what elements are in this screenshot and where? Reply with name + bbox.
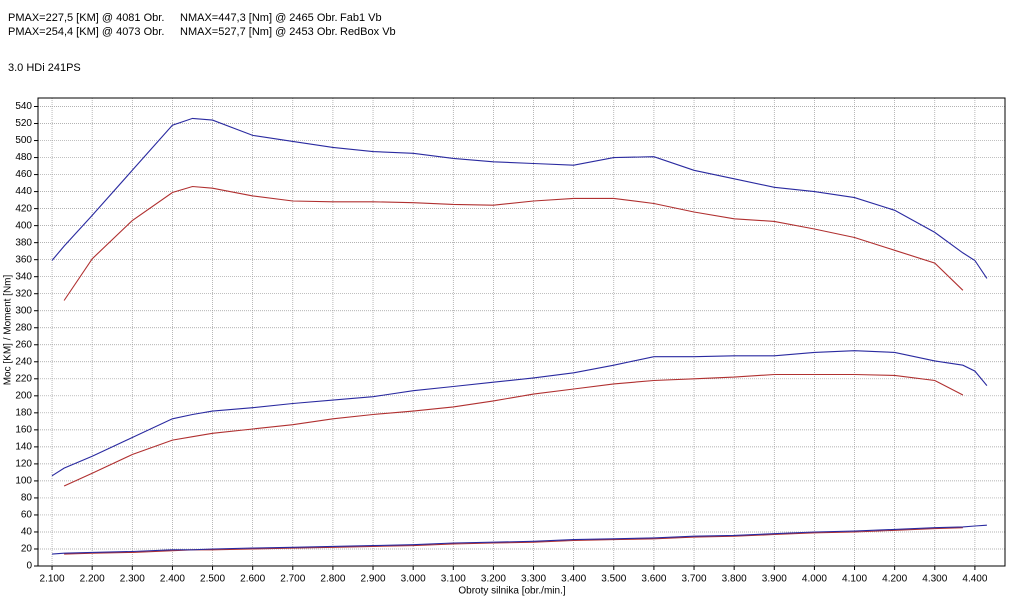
y-tick-label: 520 [15,118,32,129]
x-tick-label: 2.900 [361,574,386,585]
x-tick-label: 3.000 [401,574,426,585]
y-tick-label: 460 [15,169,32,180]
nmax-label: NMAX=447,3 [Nm] @ 2465 Obr. [180,12,338,24]
x-tick-label: 2.400 [160,574,185,585]
y-tick-label: 500 [15,135,32,146]
pmax-label: PMAX=254,4 [KM] @ 4073 Obr. [8,26,164,38]
x-tick-label: 4.000 [802,574,827,585]
y-tick-label: 280 [15,322,32,333]
x-tick-label: 3.800 [722,574,747,585]
y-tick-label: 360 [15,254,32,265]
x-axis-label: Obroty silnika [obr./min.] [458,586,565,597]
x-tick-label: 2.600 [240,574,265,585]
x-tick-label: 3.200 [481,574,506,585]
y-tick-label: 120 [15,459,32,470]
x-tick-label: 2.200 [80,574,105,585]
x-tick-label: 3.700 [682,574,707,585]
x-tick-label: 3.400 [561,574,586,585]
legend-name: Fab1 Vb [340,12,382,24]
x-tick-label: 2.800 [320,574,345,585]
series-line [51,117,988,279]
y-tick-label: 340 [15,271,32,282]
y-tick-label: 0 [26,561,32,572]
chart-title: 3.0 HDi 241PS [8,62,81,74]
series-line [63,373,964,487]
x-tick-label: 3.500 [601,574,626,585]
x-tick-label: 3.100 [441,574,466,585]
y-tick-label: 480 [15,152,32,163]
y-axis-label: Moc [KM] / Moment [Nm] [3,274,14,385]
y-tick-label: 380 [15,237,32,248]
y-tick-label: 80 [21,493,33,504]
x-tick-label: 4.400 [962,574,987,585]
x-tick-label: 2.300 [120,574,145,585]
y-tick-label: 320 [15,288,32,299]
y-tick-label: 300 [15,305,32,316]
x-tick-label: 2.100 [40,574,65,585]
y-tick-label: 420 [15,203,32,214]
y-tick-label: 100 [15,476,32,487]
pmax-label: PMAX=227,5 [KM] @ 4081 Obr. [8,12,164,24]
nmax-label: NMAX=527,7 [Nm] @ 2453 Obr. [180,26,338,38]
y-tick-label: 220 [15,373,32,384]
series-line [63,185,964,301]
x-tick-label: 3.900 [762,574,787,585]
x-tick-label: 2.700 [280,574,305,585]
y-tick-label: 180 [15,407,32,418]
x-tick-label: 4.100 [842,574,867,585]
plot-area [38,98,1005,566]
y-tick-label: 20 [21,544,33,555]
y-tick-label: 400 [15,220,32,231]
y-tick-label: 160 [15,424,32,435]
y-tick-label: 240 [15,356,32,367]
y-tick-label: 260 [15,339,32,350]
series-line [51,524,987,555]
y-tick-label: 200 [15,390,32,401]
series-line [51,350,988,477]
y-tick-label: 540 [15,101,32,112]
y-tick-label: 40 [21,527,33,538]
y-tick-label: 440 [15,186,32,197]
x-tick-label: 4.200 [882,574,907,585]
plot-border [37,97,1006,567]
y-tick-label: 140 [15,442,32,453]
x-tick-label: 2.500 [200,574,225,585]
x-tick-label: 4.300 [922,574,947,585]
legend-name: RedBox Vb [340,26,396,38]
y-tick-label: 60 [21,510,33,521]
x-tick-label: 3.300 [521,574,546,585]
x-tick-label: 3.600 [641,574,666,585]
